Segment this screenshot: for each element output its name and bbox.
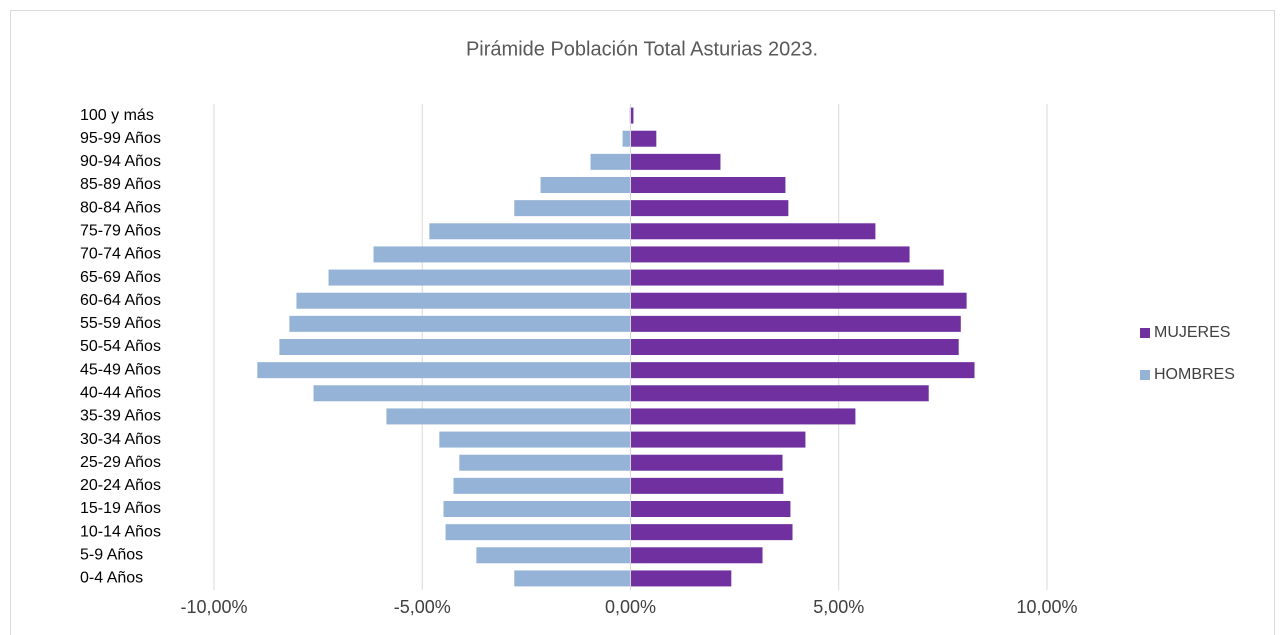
y-tick-label: 45-49 Años: [80, 361, 161, 378]
bar: [445, 524, 631, 541]
bar: [296, 292, 631, 309]
bar: [630, 524, 793, 541]
y-tick-label: 85-89 Años: [80, 176, 161, 193]
bar: [373, 246, 631, 263]
bar: [459, 454, 631, 471]
y-tick-label: 55-59 Años: [80, 315, 161, 332]
bar: [630, 454, 783, 471]
bar: [289, 315, 631, 332]
bar: [257, 362, 631, 379]
y-tick-label: 20-24 Años: [80, 477, 161, 494]
y-tick-label: 15-19 Años: [80, 500, 161, 517]
bar: [630, 501, 791, 517]
y-tick-label: 35-39 Años: [80, 408, 161, 425]
legend-swatch: [1140, 328, 1150, 338]
legend-label: HOMBRES: [1154, 366, 1235, 383]
x-tick-label: 5,00%: [813, 597, 864, 617]
bar: [630, 177, 786, 193]
bar: [476, 547, 631, 564]
bar: [328, 269, 631, 286]
x-tick-label: -10,00%: [180, 597, 247, 617]
bar: [630, 107, 634, 124]
bar: [453, 477, 631, 494]
y-tick-label: 90-94 Años: [80, 153, 161, 170]
legend-label: MUJERES: [1154, 324, 1230, 341]
x-tick-label: 0,00%: [605, 597, 656, 617]
bar: [630, 408, 856, 425]
bar: [630, 570, 732, 587]
y-tick-label: 95-99 Años: [80, 130, 161, 147]
y-tick-label: 75-79 Años: [80, 223, 161, 240]
bar: [630, 362, 975, 379]
y-tick-label: 30-34 Años: [80, 431, 161, 448]
bar: [279, 339, 631, 355]
bar: [630, 153, 721, 170]
bar: [514, 570, 631, 587]
bar: [590, 153, 631, 170]
bar: [630, 339, 959, 355]
bar: [313, 385, 631, 402]
bar: [514, 200, 631, 217]
bar: [630, 200, 789, 217]
y-tick-label: 80-84 Años: [80, 199, 161, 216]
y-tick-label: 5-9 Años: [80, 547, 143, 564]
bar: [386, 408, 631, 425]
bar: [630, 477, 784, 494]
bar: [439, 431, 631, 448]
y-tick-label: 10-14 Años: [80, 523, 161, 540]
y-tick-label: 70-74 Años: [80, 246, 161, 263]
x-tick-label: -5,00%: [394, 597, 451, 617]
bar: [630, 269, 944, 286]
bar: [630, 130, 657, 147]
bar: [443, 501, 631, 517]
bar: [630, 547, 763, 564]
bar: [429, 223, 631, 240]
y-tick-label: 25-29 Años: [80, 454, 161, 471]
y-tick-label: 0-4 Años: [80, 570, 143, 587]
bar: [630, 385, 929, 402]
y-tick-label: 60-64 Años: [80, 292, 161, 309]
bar: [540, 177, 631, 193]
y-tick-label: 65-69 Años: [80, 269, 161, 286]
bar: [630, 315, 961, 332]
y-tick-label: 100 y más: [80, 107, 154, 124]
bar: [630, 292, 967, 309]
y-tick-label: 40-44 Años: [80, 385, 161, 402]
y-tick-label: 50-54 Años: [80, 338, 161, 355]
legend-swatch: [1140, 370, 1150, 380]
bar: [630, 223, 876, 240]
chart-title: Pirámide Población Total Asturias 2023.: [466, 38, 818, 60]
bar: [622, 130, 631, 147]
bar: [630, 431, 806, 448]
bar: [630, 246, 910, 263]
x-tick-label: 10,00%: [1016, 597, 1077, 617]
